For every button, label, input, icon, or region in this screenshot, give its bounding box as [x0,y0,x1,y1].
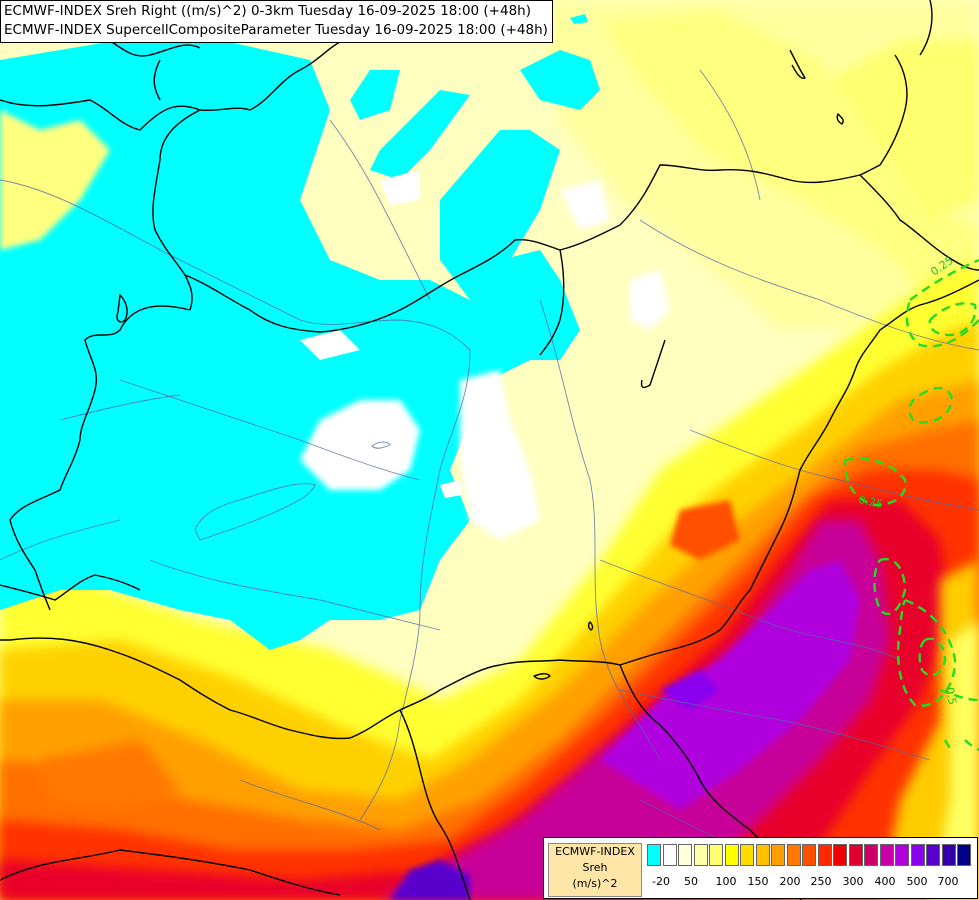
legend-tick-label: 150 [747,875,769,888]
legend-tick-label: -20 [652,875,670,888]
legend-swatch [724,844,739,866]
legend-tick-label: 200 [779,875,801,888]
rivers [0,69,979,861]
legend-swatch [786,844,801,866]
legend-tick-label: 500 [906,875,928,888]
legend-swatch [771,844,785,866]
legend-tick-label: 700 [937,875,959,888]
legend-swatch [864,844,878,866]
title-line-scp: ECMWF-INDEX SupercellCompositeParameter … [4,22,548,38]
legend-tick-label: 400 [874,875,896,888]
legend-swatch [693,844,708,866]
legend-swatch [662,844,677,866]
legend-swatch [755,844,770,866]
legend-unit: (m/s)^2 [572,877,618,890]
legend-swatch [941,844,956,866]
legend-label: ECMWF-INDEX Sreh (m/s)^2 [548,843,642,897]
legend-swatch [957,844,971,866]
legend-tick-label: 50 [684,875,698,888]
legend-swatch [895,844,909,866]
legend-swatch [817,844,832,866]
contour-label: 0.25 [857,493,884,511]
legend-swatch [910,844,925,866]
legend-swatch [848,844,863,866]
legend-tick-label: 300 [842,875,864,888]
legend-model: ECMWF-INDEX [555,845,635,858]
legend-swatch [802,844,816,866]
color-legend: ECMWF-INDEX Sreh (m/s)^2 -20 50 100 150 200 2… [543,837,978,899]
legend-tick-label: 100 [715,875,737,888]
map-title-box: ECMWF-INDEX Sreh Right ((m/s)^2) 0-3km T… [0,0,553,43]
legend-swatch [678,844,692,866]
legend-swatch [740,844,754,866]
title-line-sreh: ECMWF-INDEX Sreh Right ((m/s)^2) 0-3km T… [4,3,531,19]
legend-swatch [926,844,940,866]
legend-swatch [709,844,723,866]
legend-swatch [833,844,847,866]
scp-contours [843,258,979,752]
legend-swatch [879,844,894,866]
legend-parameter: Sreh [582,861,608,874]
legend-tick-label: 250 [810,875,832,888]
contour-label: 0.5 [943,686,959,705]
legend-swatch [647,844,661,866]
